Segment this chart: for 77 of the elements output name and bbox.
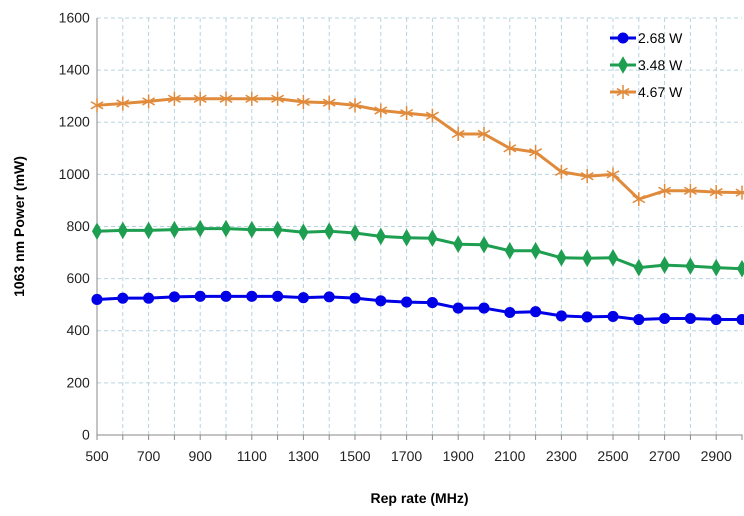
point	[658, 182, 672, 199]
point	[116, 96, 130, 112]
x-tick-label: 2100	[494, 448, 526, 464]
x-tick-label: 1900	[442, 448, 474, 464]
legend-label: 4.67 W	[638, 84, 684, 100]
point	[556, 310, 567, 322]
point	[606, 166, 620, 182]
y-tick-label: 1400	[58, 62, 90, 78]
point	[220, 290, 232, 302]
point	[684, 182, 698, 199]
x-tick-label: 2500	[597, 448, 629, 464]
point	[244, 90, 259, 107]
legend-label: 2.68 W	[638, 30, 684, 46]
y-tick-label: 800	[66, 218, 90, 234]
y-tick-label: 1000	[58, 166, 90, 182]
point	[246, 290, 258, 302]
point	[401, 296, 412, 308]
point	[633, 314, 644, 326]
point	[607, 310, 619, 322]
point	[504, 306, 516, 318]
x-tick-label: 1300	[288, 448, 320, 464]
point	[322, 94, 336, 111]
point	[530, 306, 542, 318]
point	[502, 140, 517, 156]
y-tick-label: 200	[66, 374, 90, 390]
legend-label: 3.48 W	[638, 56, 684, 73]
point	[374, 102, 388, 118]
point	[168, 90, 182, 107]
point	[709, 184, 724, 200]
point	[710, 314, 722, 326]
point	[477, 126, 491, 142]
point	[194, 290, 206, 302]
point	[400, 105, 414, 121]
y-tick-label: 600	[66, 270, 90, 286]
point	[270, 90, 284, 107]
x-tick-label: 1500	[339, 448, 371, 464]
point	[142, 94, 156, 110]
point	[528, 144, 542, 160]
point	[90, 98, 104, 114]
point	[582, 311, 593, 322]
point	[426, 108, 440, 124]
x-tick-label: 700	[136, 448, 160, 464]
y-tick-label: 1200	[58, 114, 90, 130]
x-tick-label: 2700	[649, 448, 680, 464]
y-tick-label: 400	[66, 322, 90, 338]
point	[632, 191, 646, 207]
point	[348, 98, 362, 114]
point	[143, 292, 154, 304]
point	[580, 168, 594, 184]
x-tick-label: 1700	[391, 448, 422, 464]
point	[684, 312, 696, 324]
x-tick-label: 2900	[700, 448, 732, 464]
point	[219, 90, 233, 107]
point	[375, 295, 386, 306]
point	[296, 94, 310, 110]
point	[478, 302, 490, 314]
point	[298, 292, 309, 304]
point	[117, 292, 128, 304]
x-tick-label: 900	[188, 448, 212, 464]
point	[193, 90, 208, 107]
x-tick-label: 1100	[236, 448, 268, 464]
y-tick-label: 0	[82, 426, 90, 442]
x-tick-label: 500	[85, 448, 109, 464]
point	[452, 302, 464, 314]
y-axis-title: 1063 nm Power (mW)	[11, 156, 27, 297]
point	[451, 126, 466, 142]
point	[659, 312, 670, 324]
point	[324, 291, 335, 302]
point	[168, 291, 180, 302]
x-axis-title: Rep rate (MHz)	[370, 490, 469, 506]
point	[272, 290, 284, 302]
point	[554, 164, 568, 180]
point	[91, 294, 103, 306]
point	[426, 297, 438, 308]
y-tick-label: 1600	[58, 9, 90, 26]
point	[349, 292, 361, 304]
x-tick-label: 2300	[546, 448, 578, 464]
